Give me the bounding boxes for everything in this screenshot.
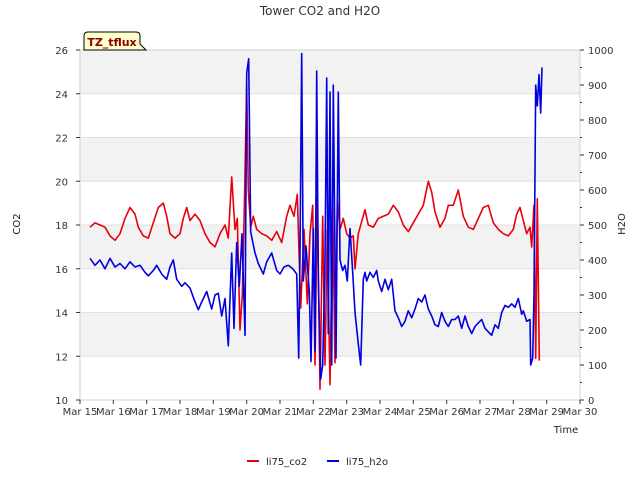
y-right-tick-label: 1000 xyxy=(588,46,613,57)
legend: li75_co2 li75_h2o xyxy=(247,457,388,468)
x-tick-label: Mar 21 xyxy=(263,407,298,418)
y-left-tick-label: 12 xyxy=(55,352,68,363)
x-tick-label: Mar 26 xyxy=(429,407,464,418)
x-tick-label: Mar 30 xyxy=(563,407,598,418)
y-right-tick-label: 800 xyxy=(588,116,607,127)
y-left-tick-label: 26 xyxy=(55,46,68,57)
y-right-tick-label: 0 xyxy=(588,396,594,407)
band xyxy=(80,50,580,94)
y-left-tick-label: 10 xyxy=(55,396,68,407)
y-left-tick-label: 20 xyxy=(55,177,68,188)
y-axis-left-title: CO2 xyxy=(12,213,23,234)
x-tick-label: Mar 25 xyxy=(396,407,431,418)
y-right-tick-label: 400 xyxy=(588,256,607,267)
y-left-tick-label: 18 xyxy=(55,221,68,232)
y-axis-right-title: H2O xyxy=(617,213,628,235)
x-tick-label: Mar 28 xyxy=(496,407,531,418)
x-tick-label: Mar 29 xyxy=(529,407,564,418)
x-tick-label: Mar 18 xyxy=(163,407,198,418)
x-axis-title: Time xyxy=(553,425,578,436)
y-right-tick-label: 600 xyxy=(588,186,607,197)
x-tick-label: Mar 19 xyxy=(196,407,231,418)
x-tick-label: Mar 16 xyxy=(96,407,131,418)
x-tick-label: Mar 22 xyxy=(296,407,331,418)
y-left-tick-label: 22 xyxy=(55,134,68,145)
x-tick-label: Mar 24 xyxy=(363,407,398,418)
y-left-tick-label: 24 xyxy=(55,90,68,101)
x-tick-label: Mar 23 xyxy=(329,407,364,418)
y-right-tick-label: 200 xyxy=(588,326,607,337)
legend-label-co2: li75_co2 xyxy=(266,457,307,468)
y-axis-left: 10 12 14 16 18 20 22 24 26 xyxy=(55,46,80,407)
legend-label-h2o: li75_h2o xyxy=(346,457,388,468)
site-tag-label: TZ_tflux xyxy=(87,36,136,49)
x-tick-label: Mar 27 xyxy=(463,407,498,418)
y-right-tick-label: 700 xyxy=(588,151,607,162)
chart-title: Tower CO2 and H2O xyxy=(259,4,380,18)
y-left-tick-label: 16 xyxy=(55,265,68,276)
y-right-tick-label: 900 xyxy=(588,81,607,92)
y-right-tick-label: 300 xyxy=(588,291,607,302)
y-right-tick-label: 100 xyxy=(588,361,607,372)
site-tag: TZ_tflux xyxy=(83,31,148,51)
y-right-tick-label: 500 xyxy=(588,221,607,232)
y-axis-right: 0 100 200 300 400 500 600 700 800 900 1000 xyxy=(580,46,613,407)
series-layer xyxy=(89,52,543,390)
series-line-li75_h2o xyxy=(89,52,543,380)
band xyxy=(80,225,580,269)
x-tick-label: Mar 15 xyxy=(63,407,98,418)
x-tick-label: Mar 17 xyxy=(129,407,164,418)
y-left-tick-label: 14 xyxy=(55,309,68,320)
x-tick-label: Mar 20 xyxy=(229,407,264,418)
